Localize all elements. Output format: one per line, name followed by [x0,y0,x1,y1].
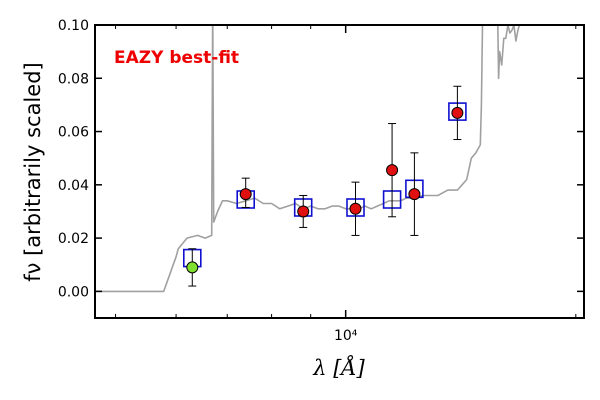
y-axis-label: fν [arbitrarily scaled] [21,62,45,281]
points-layer [186,106,464,274]
data-point-3 [349,202,362,215]
y-tick-label-3: 0.06 [58,125,89,141]
y-tick-label-4: 0.08 [58,71,89,87]
data-point-1 [239,188,252,201]
model-layer [183,102,467,268]
ticks-layer: 0.00 0.02 0.04 0.06 0.08 0.10 10⁴ [58,18,584,344]
data-point-2 [297,205,310,218]
x-tick-label-0: 10⁴ [334,328,358,344]
sed-layer [95,25,521,293]
sed-line [95,25,521,293]
y-tick-label-5: 0.10 [58,18,89,34]
data-point-4 [386,164,399,177]
x-axis-label: λ [Å] [312,355,365,380]
annotation-text: EAZY best-fit [114,48,239,68]
data-point-6 [451,106,464,119]
y-tick-label-0: 0.00 [58,284,89,300]
y-tick-label-1: 0.02 [58,231,89,247]
data-point-5 [408,188,421,201]
y-tick-label-2: 0.04 [58,178,89,194]
plot-frame [94,24,585,319]
data-point-0 [186,261,199,274]
errorbar-layer [188,85,462,287]
